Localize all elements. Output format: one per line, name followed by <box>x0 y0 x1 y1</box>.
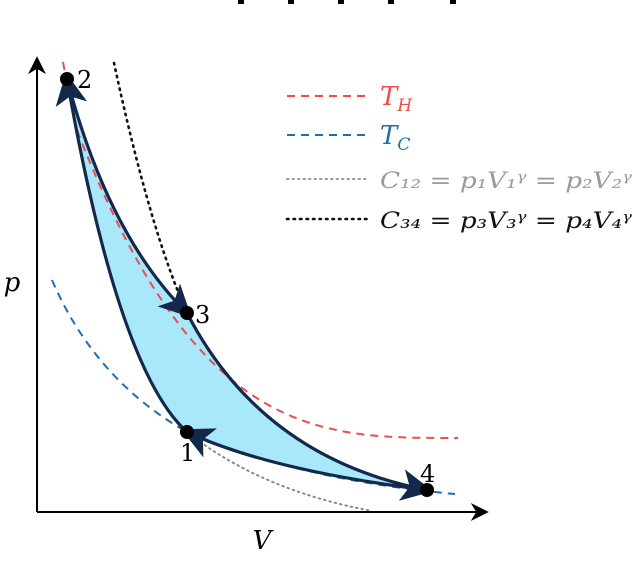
point-4-marker <box>420 483 434 497</box>
process-4-to-1 <box>181 428 428 492</box>
legend-cold-isotherm: TC <box>287 121 410 155</box>
legend-hot-main: T <box>380 82 399 112</box>
legend-c34-text: C₃₄ = p₃V₃ᵞ = p₄V₄ᵞ <box>380 209 633 234</box>
point-4-label: 4 <box>420 460 435 488</box>
cycle-area <box>67 79 427 490</box>
legend-hot-sub: H <box>396 96 413 116</box>
process-2-to-3 <box>65 78 192 318</box>
point-1-label: 1 <box>180 439 195 467</box>
point-1-marker <box>180 425 194 439</box>
legend-cold-sub: C <box>397 135 410 155</box>
legend: TH TC C₁₂ = p₁V₁ᵞ = p₂V₂ᵞ C₃₄ = p₃V₃ᵞ = … <box>285 82 633 234</box>
cropped-top-marks <box>238 0 456 4</box>
legend-adiabat-34: C₃₄ = p₃V₃ᵞ = p₄V₄ᵞ <box>285 209 633 234</box>
legend-c12-text: C₁₂ = p₁V₁ᵞ = p₂V₂ᵞ <box>380 169 633 194</box>
cold-isotherm-curve <box>51 279 456 495</box>
legend-hot-isotherm: TH <box>287 82 413 116</box>
state-point-1: 1 <box>180 425 195 467</box>
process-3-to-4 <box>185 312 434 501</box>
legend-hot-text: TH <box>380 82 413 116</box>
legend-adiabat-12: C₁₂ = p₁V₁ᵞ = p₂V₂ᵞ <box>286 169 633 194</box>
legend-cold-text: TC <box>380 121 410 155</box>
point-2-label: 2 <box>77 66 92 94</box>
point-3-label: 3 <box>195 301 210 329</box>
legend-cold-main: T <box>380 121 399 151</box>
state-point-2: 2 <box>60 66 92 94</box>
state-point-4: 4 <box>420 460 435 497</box>
x-axis-label: V <box>253 526 274 556</box>
y-axis-label: p <box>4 268 21 298</box>
process-1-to-2 <box>55 72 189 434</box>
state-point-3: 3 <box>180 301 210 329</box>
point-2-marker <box>60 72 74 86</box>
point-3-marker <box>180 306 194 320</box>
